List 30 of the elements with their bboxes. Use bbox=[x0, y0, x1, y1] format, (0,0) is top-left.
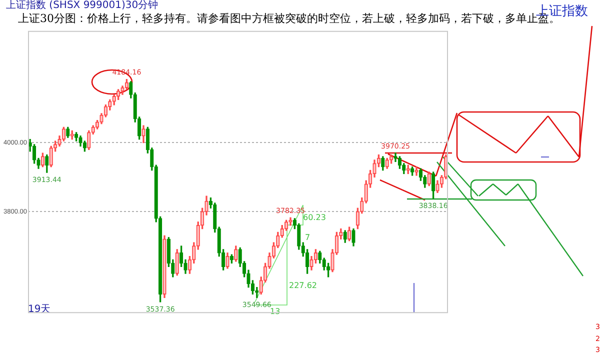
candlestick bbox=[394, 152, 398, 162]
candlestick bbox=[226, 252, 230, 269]
annotation: 60.23 bbox=[303, 213, 326, 222]
candlestick bbox=[78, 136, 82, 147]
candlestick bbox=[45, 154, 49, 173]
candlestick bbox=[129, 81, 133, 98]
candlestick bbox=[431, 172, 436, 199]
candlestick bbox=[70, 130, 74, 140]
candlestick bbox=[49, 146, 53, 168]
annotation: 227.62 bbox=[289, 281, 317, 290]
candlestick bbox=[310, 256, 314, 270]
candlestick bbox=[175, 249, 179, 276]
candlestick bbox=[414, 166, 418, 176]
candlestick bbox=[347, 226, 352, 242]
candlestick bbox=[142, 125, 146, 144]
candlestick bbox=[288, 217, 292, 226]
candlestick bbox=[162, 235, 166, 298]
annotation: 7 bbox=[305, 233, 310, 242]
candlestick bbox=[91, 125, 95, 134]
candlestick bbox=[352, 228, 356, 246]
candlestick bbox=[297, 223, 301, 250]
candlestick bbox=[410, 166, 414, 176]
candlestick bbox=[112, 94, 116, 106]
annotation: 19天 bbox=[28, 304, 51, 315]
candlestick bbox=[40, 152, 45, 168]
chart-subtitle: 上证指数 (SHSX 999001)30分钟 bbox=[6, 0, 158, 11]
candlestick bbox=[120, 86, 124, 95]
candlestick bbox=[427, 172, 431, 186]
candlestick bbox=[436, 180, 440, 193]
candlestick bbox=[234, 246, 238, 262]
